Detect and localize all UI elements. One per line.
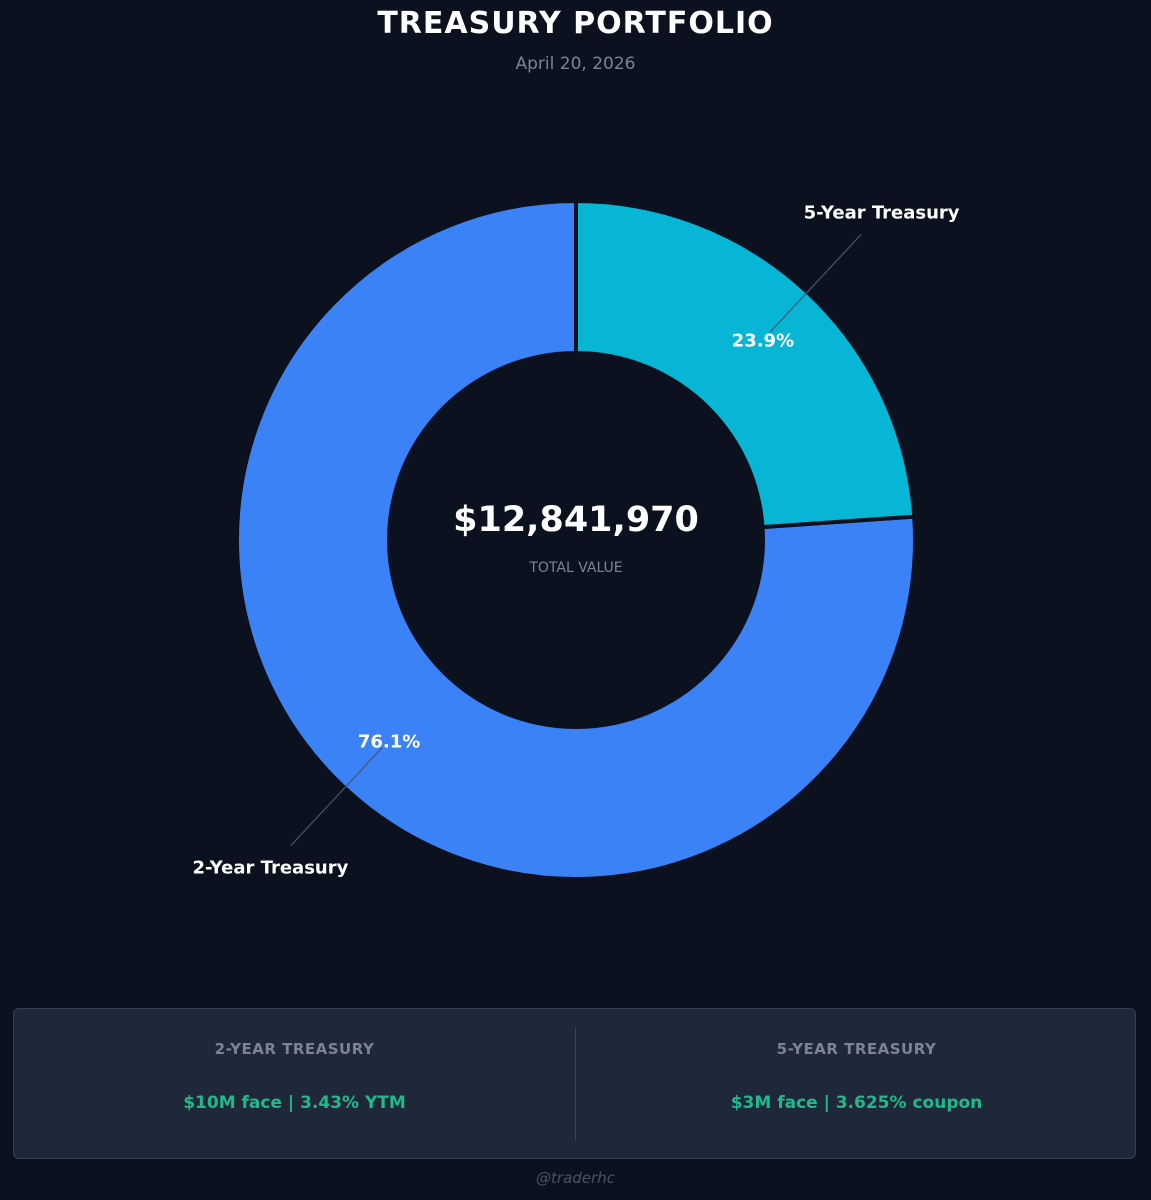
donut-hole — [387, 351, 765, 729]
summary-value-5yr: $3M face | 3.625% coupon — [730, 1093, 983, 1113]
slice-category-5yr: 5-Year Treasury — [804, 203, 960, 224]
page-date: April 20, 2026 — [515, 54, 636, 74]
slice-percent-2yr: 76.1% — [358, 731, 420, 752]
author-handle: @traderhc — [536, 1169, 615, 1187]
page-title: TREASURY PORTFOLIO — [377, 6, 774, 41]
slice-labels: 76.1% 2-Year Treasury 23.9% 5-Year Treasury — [192, 203, 959, 879]
summary-value-2yr: $10M face | 3.43% YTM — [183, 1093, 406, 1113]
center-total-label: TOTAL VALUE — [528, 560, 622, 576]
summary-label-5yr: 5-YEAR TREASURY — [776, 1040, 937, 1058]
summary-item-2yr: 2-YEAR TREASURY $10M face | 3.43% YTM — [14, 1009, 575, 1160]
panel-divider — [575, 1027, 576, 1141]
center-total-value: $12,841,970 — [453, 500, 699, 540]
leader-lines — [290, 233, 862, 847]
summary-item-5yr: 5-YEAR TREASURY $3M face | 3.625% coupon — [576, 1009, 1137, 1160]
donut-chart: 76.1% 2-Year Treasury 23.9% 5-Year Treasury… — [192, 201, 960, 879]
summary-label-2yr: 2-YEAR TREASURY — [214, 1040, 375, 1058]
summary-panel: 2-YEAR TREASURY $10M face | 3.43% YTM 5-… — [13, 1008, 1136, 1159]
leader-line-2yr — [290, 747, 383, 847]
slice-category-2yr: 2-Year Treasury — [192, 858, 348, 879]
slice-percent-5yr: 23.9% — [732, 331, 794, 352]
leader-line-5yr — [769, 233, 862, 333]
